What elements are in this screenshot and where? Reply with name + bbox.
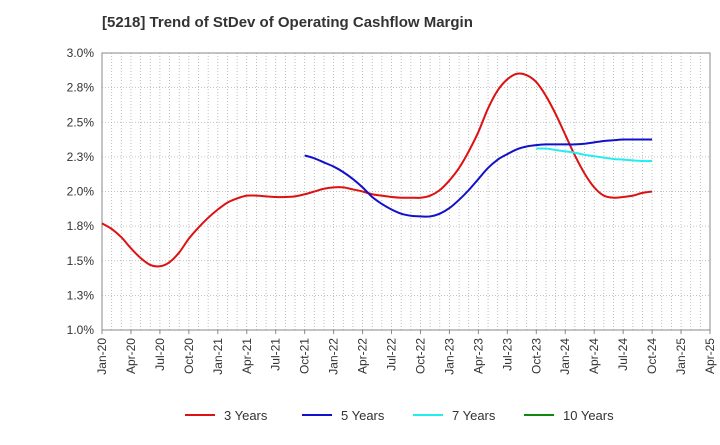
series-line-3-years — [101, 72, 653, 268]
x-tick-label: Oct-21 — [298, 338, 312, 374]
series-line-5-years — [304, 138, 653, 218]
y-tick-label: 2.0% — [67, 185, 95, 199]
y-tick-label: 1.5% — [67, 254, 95, 268]
x-tick-label: Jul-20 — [153, 338, 167, 371]
legend-label-10-years: 10 Years — [563, 408, 614, 423]
y-tick-label: 2.8% — [67, 81, 95, 95]
x-tick-label: Oct-23 — [529, 338, 543, 374]
legend-label-7-years: 7 Years — [452, 408, 496, 423]
x-tick-label: Jan-23 — [442, 338, 456, 375]
y-tick-label: 2.3% — [67, 150, 95, 164]
y-tick-label: 3.0% — [67, 46, 95, 60]
legend-label-5-years: 5 Years — [341, 408, 385, 423]
x-tick-label: Jan-24 — [558, 338, 572, 375]
x-tick-label: Apr-22 — [356, 338, 370, 374]
y-tick-label: 1.8% — [67, 219, 95, 233]
x-tick-label: Apr-21 — [240, 338, 254, 374]
x-tick-label: Apr-25 — [703, 338, 717, 374]
x-tick-label: Apr-24 — [587, 338, 601, 374]
x-tick-label: Oct-22 — [413, 338, 427, 374]
x-tick-label: Jul-22 — [385, 338, 399, 371]
x-tick-label: Oct-24 — [645, 338, 659, 374]
x-tick-label: Jan-21 — [211, 338, 225, 375]
x-tick-label: Oct-20 — [182, 338, 196, 374]
y-tick-label: 1.0% — [67, 323, 95, 337]
y-tick-label: 1.3% — [67, 288, 95, 302]
x-tick-label: Apr-20 — [124, 338, 138, 374]
x-tick-label: Jan-25 — [674, 338, 688, 375]
x-tick-label: Jan-22 — [327, 338, 341, 375]
x-tick-label: Jul-24 — [616, 338, 630, 371]
x-tick-label: Apr-23 — [471, 338, 485, 374]
x-tick-label: Jul-23 — [500, 338, 514, 371]
series-line-7-years — [536, 147, 653, 163]
x-tick-label: Jul-21 — [269, 338, 283, 371]
plot-border — [101, 52, 711, 331]
chart-title: [5218] Trend of StDev of Operating Cashf… — [102, 14, 473, 31]
x-tick-label: Jan-20 — [95, 338, 109, 375]
y-tick-label: 2.5% — [67, 115, 95, 129]
legend-label-3-years: 3 Years — [224, 408, 268, 423]
